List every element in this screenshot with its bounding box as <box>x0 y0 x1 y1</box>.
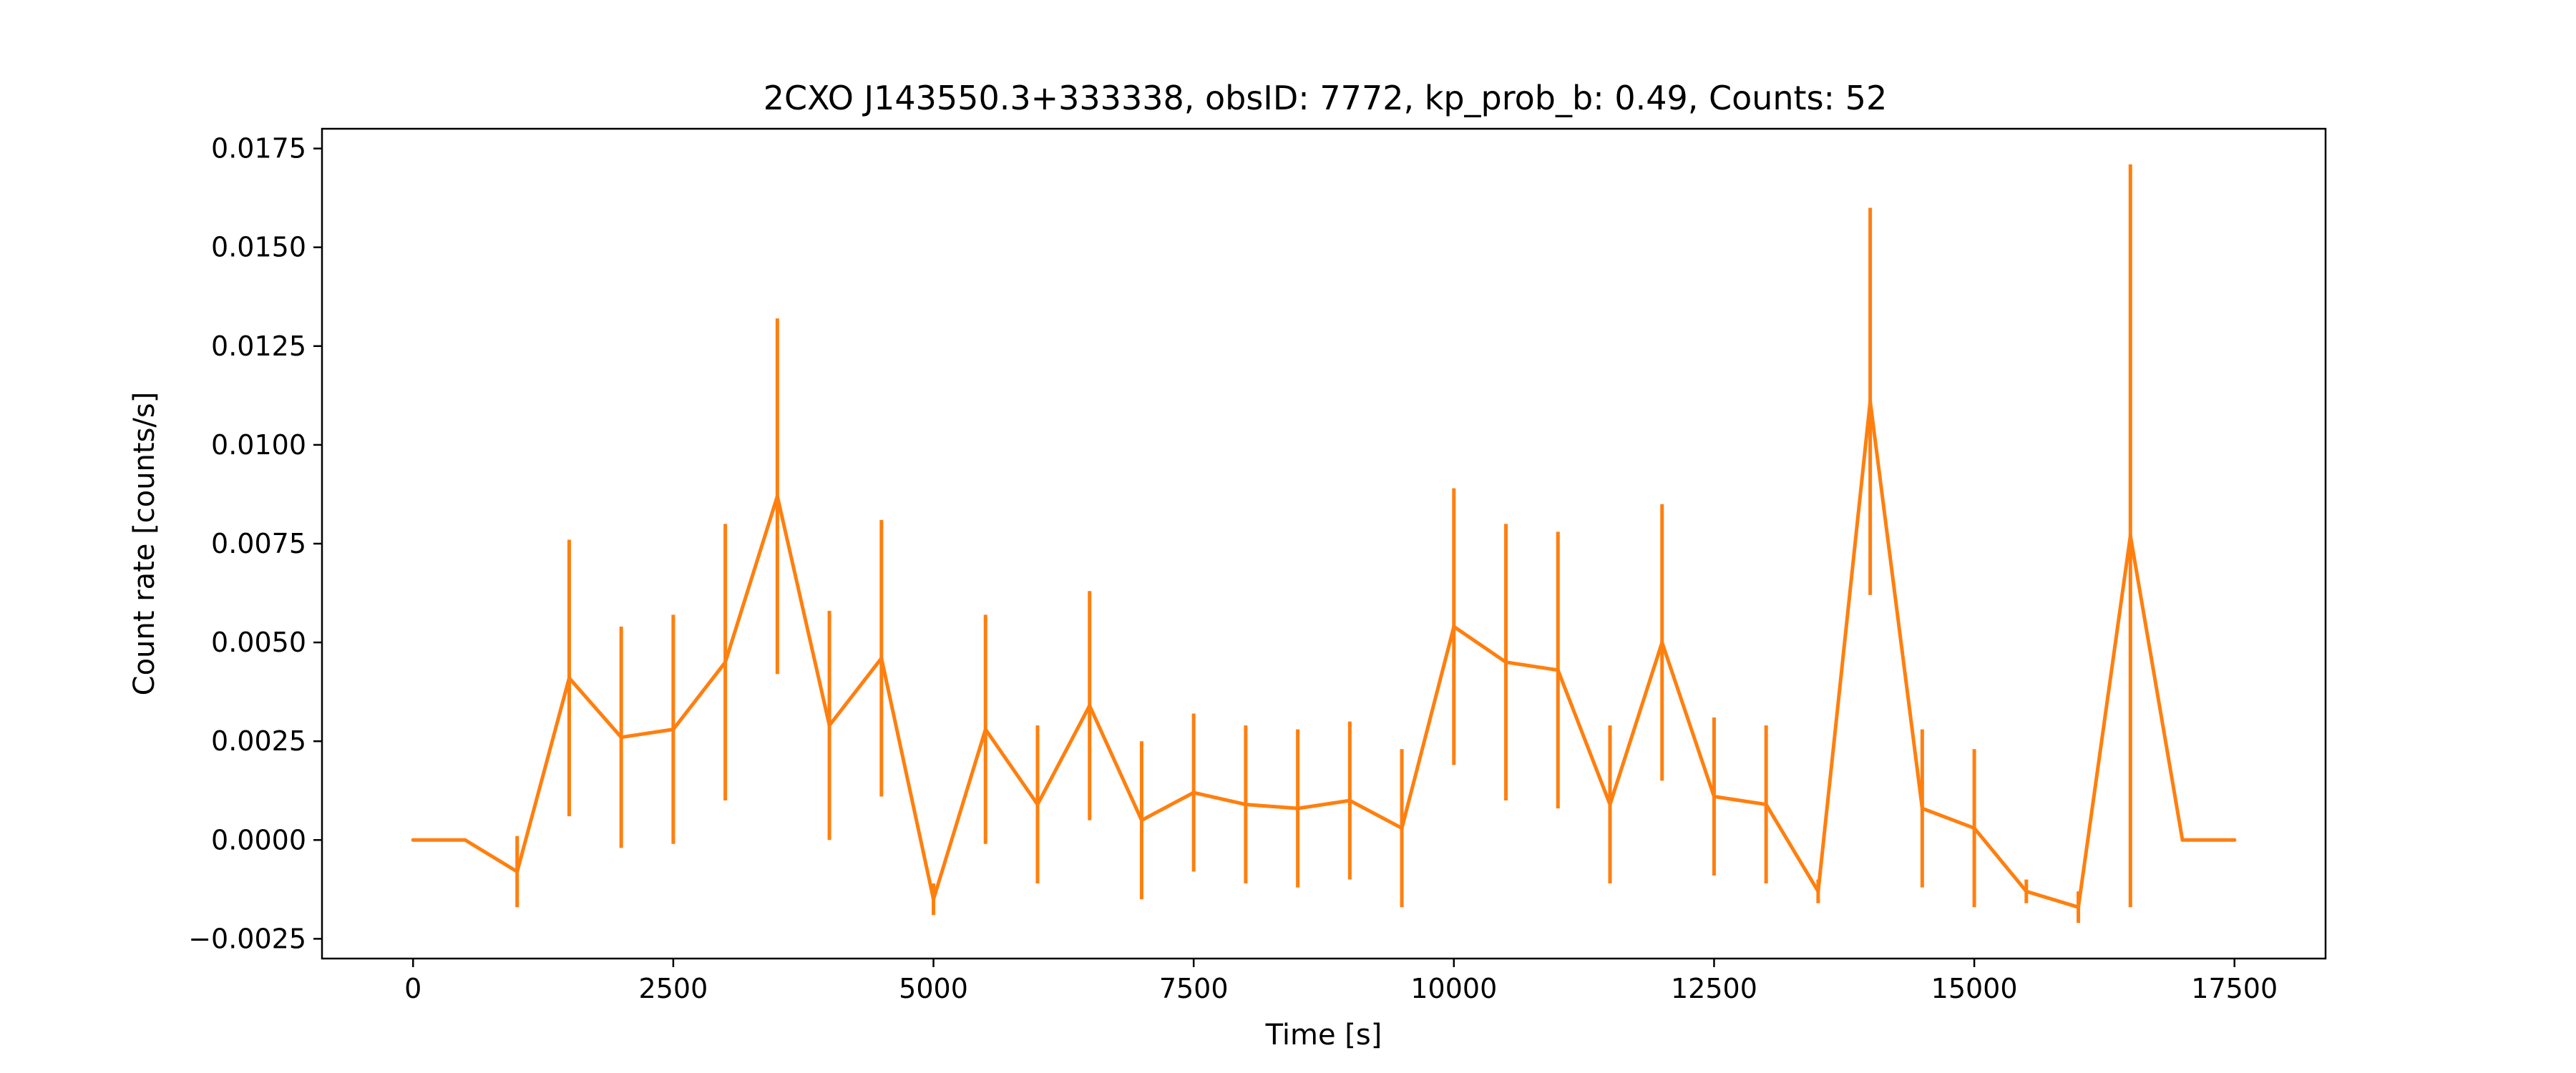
chart-title: 2CXO J143550.3+333338, obsID: 7772, kp_p… <box>763 79 1887 117</box>
data-point <box>2128 534 2132 538</box>
plot-area <box>411 164 2237 923</box>
data-point <box>1035 803 1040 807</box>
data-point <box>879 656 884 660</box>
data-point <box>1556 668 1560 672</box>
data-point <box>619 735 623 740</box>
data-point <box>1712 795 1716 799</box>
y-axis: −0.0025 0.0000 0.0025 0.0050 0.0075 0.0100 0.0… <box>188 133 322 954</box>
x-tick-label: 0 <box>404 973 421 1004</box>
data-point <box>1296 806 1300 810</box>
y-tick-label: −0.0025 <box>188 923 306 954</box>
data-point <box>1920 806 1924 810</box>
data-point <box>2233 838 2237 842</box>
data-point <box>515 869 519 873</box>
data-point <box>1660 640 1664 645</box>
data-point <box>775 494 779 499</box>
data-point <box>827 723 831 727</box>
data-point <box>2180 838 2185 842</box>
data-point <box>1816 889 1820 893</box>
data-point <box>1400 826 1404 831</box>
data-point <box>723 660 728 665</box>
data-point <box>1608 803 1612 807</box>
series-line <box>411 399 2237 909</box>
x-tick-label: 17500 <box>2191 973 2278 1004</box>
y-tick-label: 0.0150 <box>211 232 306 263</box>
data-point <box>411 838 415 842</box>
data-point <box>1764 803 1768 807</box>
x-tick-label: 12500 <box>1671 973 1757 1004</box>
data-point <box>567 676 571 680</box>
data-point <box>983 727 987 732</box>
data-point <box>463 838 467 842</box>
data-point <box>1244 803 1248 807</box>
x-tick-label: 7500 <box>1159 973 1229 1004</box>
data-point <box>1452 624 1456 629</box>
y-tick-label: 0.0125 <box>211 330 306 362</box>
y-tick-label: 0.0000 <box>211 824 306 856</box>
data-point <box>2024 889 2029 893</box>
data-point <box>1347 798 1352 803</box>
x-tick-label: 10000 <box>1410 973 1497 1004</box>
data-point <box>1139 818 1143 823</box>
y-tick-label: 0.0100 <box>211 429 306 461</box>
x-tick-label: 2500 <box>639 973 708 1004</box>
y-axis-label: Count rate [counts/s] <box>128 392 161 696</box>
data-point <box>1504 660 1508 665</box>
y-tick-label: 0.0175 <box>211 133 306 165</box>
x-axis: 0 2500 5000 7500 10000 12500 15000 17500 <box>404 959 2278 1004</box>
data-point <box>932 897 936 901</box>
x-tick-label: 15000 <box>1931 973 2018 1004</box>
data-point <box>2077 905 2081 909</box>
x-tick-label: 5000 <box>899 973 968 1004</box>
x-axis-label: Time [s] <box>1265 1019 1382 1052</box>
data-point <box>1088 703 1092 707</box>
data-point <box>1972 826 1976 831</box>
data-point <box>1868 399 1873 403</box>
y-tick-label: 0.0050 <box>211 627 306 658</box>
data-point <box>1191 790 1196 795</box>
y-tick-label: 0.0075 <box>211 528 306 559</box>
y-tick-label: 0.0025 <box>211 725 306 757</box>
data-point <box>671 727 675 732</box>
